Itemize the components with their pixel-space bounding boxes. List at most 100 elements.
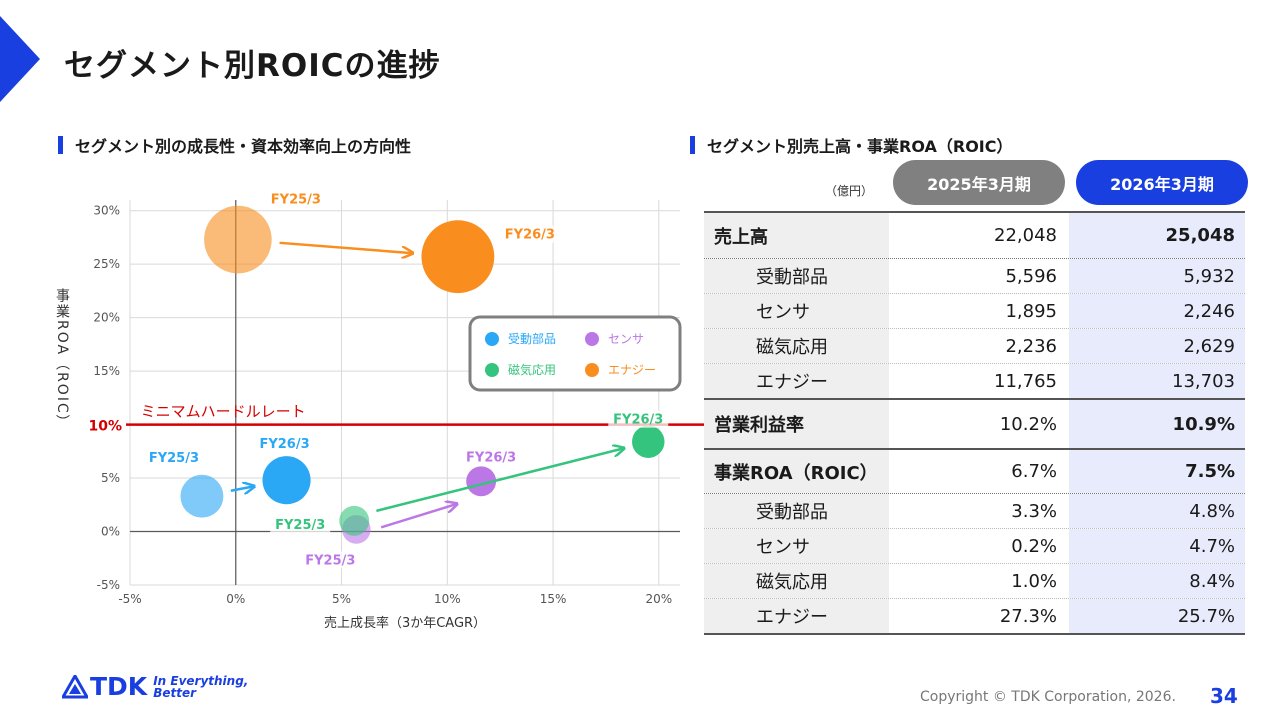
cell-fy26: 8.4% bbox=[1069, 564, 1245, 598]
section-bar-icon bbox=[690, 136, 695, 154]
row-label: 営業利益率 bbox=[704, 400, 889, 448]
cell-fy26: 2,629 bbox=[1069, 329, 1245, 363]
page-number: 34 bbox=[1210, 684, 1238, 708]
point-label-bg bbox=[143, 449, 204, 467]
point-label: FY25/3 bbox=[149, 451, 199, 466]
cell-fy26: 25.7% bbox=[1069, 599, 1245, 633]
cell-fy26: 25,048 bbox=[1069, 213, 1245, 258]
point-label-bg bbox=[499, 225, 560, 243]
page-title: セグメント別ROICの進捗 bbox=[64, 48, 441, 84]
point-label: FY26/3 bbox=[466, 450, 516, 465]
trend-arrow-0 bbox=[230, 487, 253, 491]
cell-fy25: 1,895 bbox=[889, 294, 1069, 328]
logo-tagline-line1: In Everything, bbox=[153, 673, 249, 688]
trend-arrow-2 bbox=[376, 449, 623, 513]
point-label-bg bbox=[300, 551, 361, 569]
table-row: 営業利益率 10.2% 10.9% bbox=[704, 398, 1245, 448]
cell-fy25: 10.2% bbox=[889, 400, 1069, 448]
x-axis-title: 売上成長率（3か年CAGR） bbox=[324, 615, 486, 631]
row-label: 磁気応用 bbox=[704, 564, 889, 598]
cell-fy25: 6.7% bbox=[889, 450, 1069, 493]
legend-label: 受動部品 bbox=[508, 331, 556, 346]
bubble-0-fy25 bbox=[180, 474, 224, 518]
bubble-1-fy26 bbox=[466, 466, 497, 497]
cell-fy26: 13,703 bbox=[1069, 364, 1245, 398]
tdk-emblem-icon bbox=[62, 674, 88, 698]
hurdle-tick-bg bbox=[86, 412, 126, 435]
cell-fy25: 1.0% bbox=[889, 564, 1069, 598]
y-axis-title: 事業ROA（ROIC） bbox=[54, 288, 70, 431]
section-bar-icon bbox=[58, 136, 63, 154]
hurdle-label: ミニマムハードルレート bbox=[141, 403, 306, 421]
bubble-3-fy26 bbox=[421, 220, 495, 294]
x-tick-label: 0% bbox=[226, 592, 245, 606]
x-tick-label: -5% bbox=[118, 592, 141, 606]
point-label: FY26/3 bbox=[505, 228, 555, 243]
row-label: 磁気応用 bbox=[704, 329, 889, 363]
row-label: 受動部品 bbox=[704, 494, 889, 528]
x-tick-label: 20% bbox=[646, 592, 673, 606]
point-label-bg bbox=[270, 515, 331, 533]
point-label-bg bbox=[608, 410, 669, 428]
x-tick-label: 15% bbox=[540, 592, 567, 606]
table-row: 磁気応用 1.0% 8.4% bbox=[704, 563, 1245, 598]
cell-fy26: 10.9% bbox=[1069, 400, 1245, 448]
cell-fy25: 2,236 bbox=[889, 329, 1069, 363]
table-unit: （億円） bbox=[825, 184, 874, 198]
point-label: FY25/3 bbox=[305, 553, 355, 568]
cell-fy26: 4.8% bbox=[1069, 494, 1245, 528]
legend-label: センサ bbox=[608, 332, 644, 346]
row-label: センサ bbox=[704, 294, 889, 328]
row-label: エナジー bbox=[704, 599, 889, 633]
trend-arrow-3 bbox=[279, 241, 412, 253]
right-section-title: セグメント別売上高・事業ROA（ROIC） bbox=[690, 133, 1013, 157]
cell-fy25: 22,048 bbox=[889, 213, 1069, 258]
y-tick-label: 0% bbox=[101, 525, 120, 539]
roic-bubble-chart: -5% 0% 5% 10% 15% 20% 25% 30% -5% 0% 5% 10% 15% 20% 売上… bbox=[54, 190, 720, 631]
row-label: エナジー bbox=[704, 364, 889, 398]
row-label: 事業ROA（ROIC） bbox=[704, 450, 889, 493]
cell-fy25: 0.2% bbox=[889, 529, 1069, 563]
copyright: Copyright © TDK Corporation, 2026. bbox=[920, 689, 1176, 705]
legend-label: エナジー bbox=[608, 363, 656, 377]
bubble-0-fy26 bbox=[262, 456, 311, 505]
point-label-bg bbox=[265, 190, 326, 208]
legend-marker bbox=[485, 332, 499, 346]
left-section-title-text: セグメント別の成長性・資本効率向上の方向性 bbox=[75, 137, 412, 156]
hurdle-tick-label: 10% bbox=[88, 419, 122, 435]
table-row: 磁気応用 2,236 2,629 bbox=[704, 328, 1245, 363]
logo-wordmark: TDK bbox=[90, 672, 148, 701]
legend-label: 磁気応用 bbox=[508, 362, 556, 377]
point-label-bg bbox=[254, 435, 315, 453]
cell-fy26: 4.7% bbox=[1069, 529, 1245, 563]
logo-tagline-line2: Better bbox=[153, 685, 197, 700]
row-label: 受動部品 bbox=[704, 259, 889, 293]
y-tick-label: 15% bbox=[93, 364, 120, 378]
x-tick-label: 5% bbox=[332, 592, 351, 606]
row-label: センサ bbox=[704, 529, 889, 563]
cell-fy26: 7.5% bbox=[1069, 450, 1245, 493]
table-row: 受動部品 3.3% 4.8% bbox=[704, 493, 1245, 528]
y-tick-label: -5% bbox=[97, 578, 120, 592]
cell-fy25: 27.3% bbox=[889, 599, 1069, 633]
table-row: センサ 0.2% 4.7% bbox=[704, 528, 1245, 563]
cell-fy25: 11,765 bbox=[889, 364, 1069, 398]
point-label: FY26/3 bbox=[259, 437, 309, 452]
column-header-fy25: 2025年3月期 bbox=[893, 160, 1065, 205]
bubble-2-fy26 bbox=[632, 425, 665, 458]
cell-fy26: 5,932 bbox=[1069, 259, 1245, 293]
table-row: 売上高 22,048 25,048 bbox=[704, 213, 1245, 258]
point-label: FY26/3 bbox=[613, 413, 663, 428]
point-label: FY25/3 bbox=[271, 193, 321, 208]
bubble-2-fy25 bbox=[339, 505, 370, 536]
y-tick-label: 25% bbox=[93, 257, 120, 271]
x-tick-label: 10% bbox=[434, 592, 461, 606]
legend-marker bbox=[585, 363, 599, 377]
row-label: 売上高 bbox=[704, 213, 889, 258]
y-tick-label: 20% bbox=[93, 311, 120, 325]
cell-fy25: 5,596 bbox=[889, 259, 1069, 293]
corner-arrow-icon bbox=[0, 16, 40, 102]
bubble-3-fy25 bbox=[204, 205, 272, 274]
legend-marker bbox=[485, 363, 499, 377]
column-header-fy26: 2026年3月期 bbox=[1076, 160, 1248, 205]
